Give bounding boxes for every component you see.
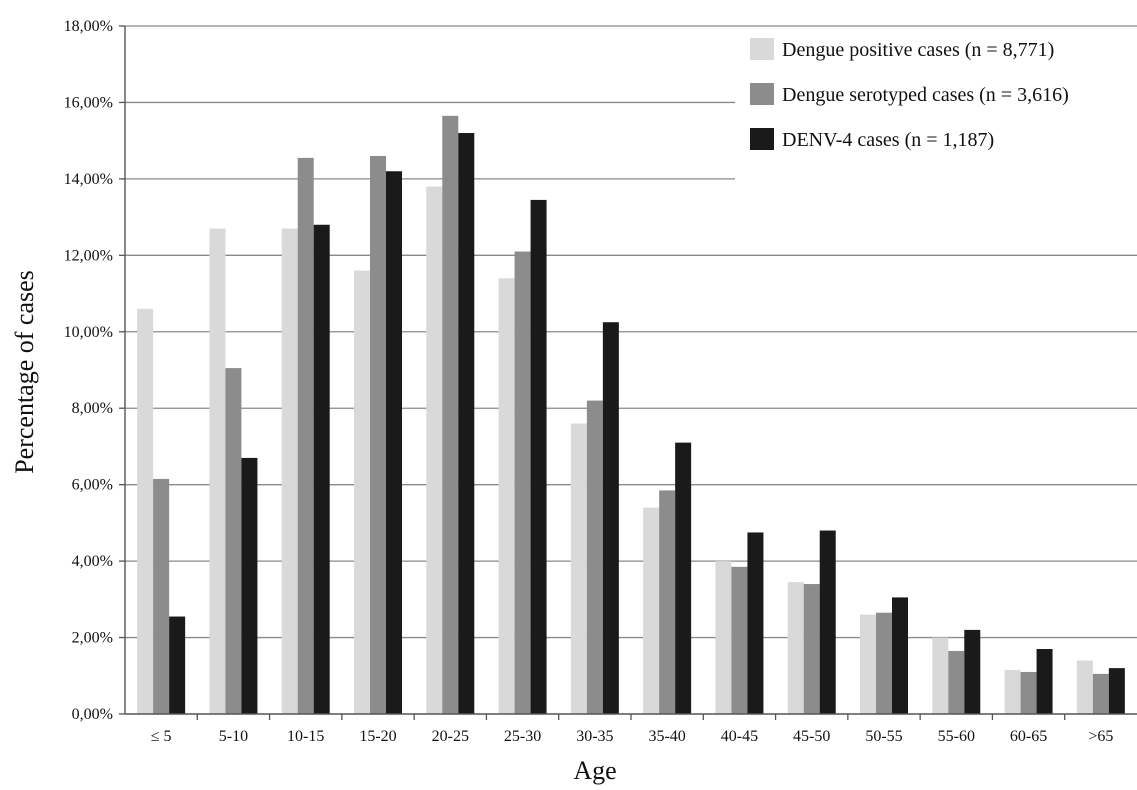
x-axis-title: Age	[573, 756, 616, 785]
x-tick-label: 5-10	[219, 728, 248, 745]
bar	[787, 582, 804, 714]
x-tick-label: ≤ 5	[151, 728, 172, 745]
bar	[1108, 668, 1125, 714]
bar	[1036, 649, 1053, 714]
x-tick-label: 30-35	[576, 728, 613, 745]
bar	[860, 614, 876, 714]
bar	[297, 157, 314, 714]
bar	[137, 308, 154, 714]
bar	[876, 612, 892, 714]
bar	[731, 566, 748, 714]
x-tick-label: 60-65	[1010, 728, 1047, 745]
bar	[570, 423, 587, 714]
bar	[169, 616, 186, 714]
bar	[1020, 671, 1037, 714]
x-tick-label: >65	[1088, 728, 1113, 745]
legend-swatch	[750, 128, 774, 150]
bar	[313, 224, 330, 714]
x-tick-label: 20-25	[432, 728, 469, 745]
bar	[241, 457, 258, 714]
x-tick-label: 15-20	[359, 728, 396, 745]
bar	[458, 133, 475, 714]
bar	[225, 368, 242, 714]
x-tick-label: 40-45	[721, 728, 758, 745]
legend-swatch	[750, 83, 774, 105]
bar	[586, 400, 603, 714]
y-tick-label: 0,00%	[72, 706, 113, 723]
y-tick-label: 14,00%	[64, 171, 113, 188]
bar	[530, 199, 547, 714]
legend-label: DENV-4 cases (n = 1,187)	[782, 129, 994, 151]
bar	[932, 637, 949, 714]
bar	[948, 650, 965, 714]
bar	[370, 155, 386, 714]
y-axis-title: Percentage of cases	[10, 270, 39, 474]
bar	[747, 532, 764, 714]
legend-label: Dengue serotyped cases (n = 3,616)	[782, 84, 1069, 106]
bars	[137, 115, 1125, 715]
bar	[892, 597, 908, 714]
x-tick-label: 25-30	[504, 728, 541, 745]
x-tick-label: 55-60	[938, 728, 975, 745]
bar	[659, 490, 676, 714]
bar	[209, 228, 226, 715]
bar	[1004, 670, 1021, 714]
x-tick-label: 50-55	[865, 728, 902, 745]
x-tick-label: 35-40	[648, 728, 685, 745]
x-tick-label: 10-15	[287, 728, 324, 745]
legend: Dengue positive cases (n = 8,771) Dengue …	[735, 28, 1137, 180]
legend-swatch	[750, 38, 774, 60]
legend-label: Dengue positive cases (n = 8,771)	[782, 39, 1054, 61]
bar	[426, 186, 443, 715]
bar	[354, 270, 370, 714]
bar	[715, 561, 732, 714]
bar	[153, 478, 170, 714]
bar	[803, 584, 820, 714]
bar	[643, 507, 660, 714]
legend-background	[735, 28, 1137, 180]
bar	[1092, 673, 1109, 714]
bar	[281, 228, 298, 715]
bar	[675, 442, 692, 714]
y-tick-label: 4,00%	[72, 553, 113, 570]
x-tick-label: 45-50	[793, 728, 830, 745]
x-tick-labels: ≤ 5 5-10 10-15 15-20 20-25 25-30 30-35 35-40 40-…	[151, 728, 1114, 745]
y-tick-label: 12,00%	[64, 247, 113, 264]
y-tick-labels: 0,00% 2,00% 4,00% 6,00% 8,00% 10,00% 12,00% 14,…	[64, 18, 113, 723]
bar	[1076, 660, 1093, 714]
y-tick-label: 16,00%	[64, 94, 113, 111]
bar	[964, 629, 981, 714]
bar	[602, 322, 619, 714]
y-tick-label: 18,00%	[64, 18, 113, 35]
bar	[498, 278, 515, 714]
y-tick-label: 2,00%	[72, 630, 113, 647]
y-tick-label: 6,00%	[72, 477, 113, 494]
y-tick-label: 8,00%	[72, 400, 113, 417]
bar	[386, 171, 402, 714]
y-tick-label: 10,00%	[64, 324, 113, 341]
bar	[819, 530, 836, 714]
bar	[514, 251, 531, 714]
bar	[442, 115, 459, 715]
axes	[119, 25, 1137, 720]
